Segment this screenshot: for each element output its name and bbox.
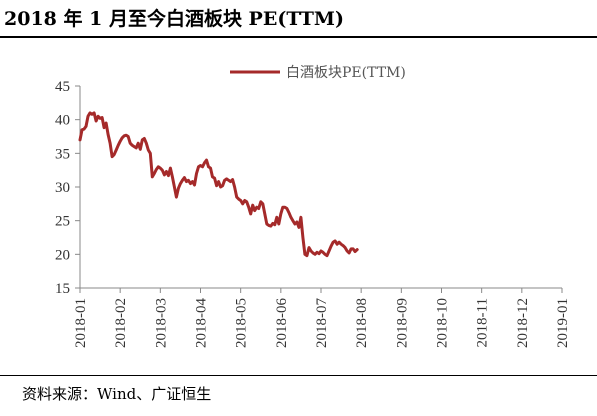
y-axis-ticks: 15 20 25 30 35 40 45: [55, 79, 80, 297]
y-tick-label: 45: [55, 79, 70, 95]
chart-title: 2018 年 1 月至今白酒板块 PE(TTM): [4, 8, 344, 30]
source-note: 资料来源：Wind、广证恒生: [22, 385, 212, 403]
x-tick-label: 2018-12: [515, 298, 531, 348]
x-axis-ticks: 2018-01 2018-02 2018-03 2018-04 2018-05 2018-…: [73, 288, 571, 348]
x-tick-label: 2018-02: [113, 298, 129, 348]
x-tick-label: 2019-01: [555, 298, 571, 348]
x-tick-label: 2018-08: [354, 298, 370, 348]
series-line: [78, 111, 359, 258]
y-tick-label: 40: [55, 113, 70, 129]
y-tick-label: 30: [55, 180, 70, 196]
y-tick-label: 35: [55, 146, 70, 162]
y-tick-label: 25: [55, 214, 70, 230]
x-tick-label: 2018-06: [274, 298, 290, 348]
top-rule: [0, 36, 597, 38]
x-tick-label: 2018-11: [475, 298, 491, 347]
chart-axes: [79, 86, 562, 289]
legend-label: 白酒板块PE(TTM): [286, 65, 406, 81]
x-tick-label: 2018-09: [394, 298, 410, 348]
chart-legend: 白酒板块PE(TTM): [230, 65, 406, 81]
y-tick-label: 15: [55, 281, 70, 297]
x-tick-label: 2018-04: [194, 298, 210, 348]
x-tick-label: 2018-01: [73, 298, 89, 348]
y-tick-label: 20: [55, 247, 70, 263]
x-tick-label: 2018-03: [153, 298, 169, 348]
bottom-rule: [0, 375, 597, 376]
x-tick-label: 2018-07: [314, 298, 330, 348]
x-tick-label: 2018-05: [234, 298, 250, 348]
series-lines: [78, 111, 359, 258]
x-tick-label: 2018-10: [435, 298, 451, 348]
